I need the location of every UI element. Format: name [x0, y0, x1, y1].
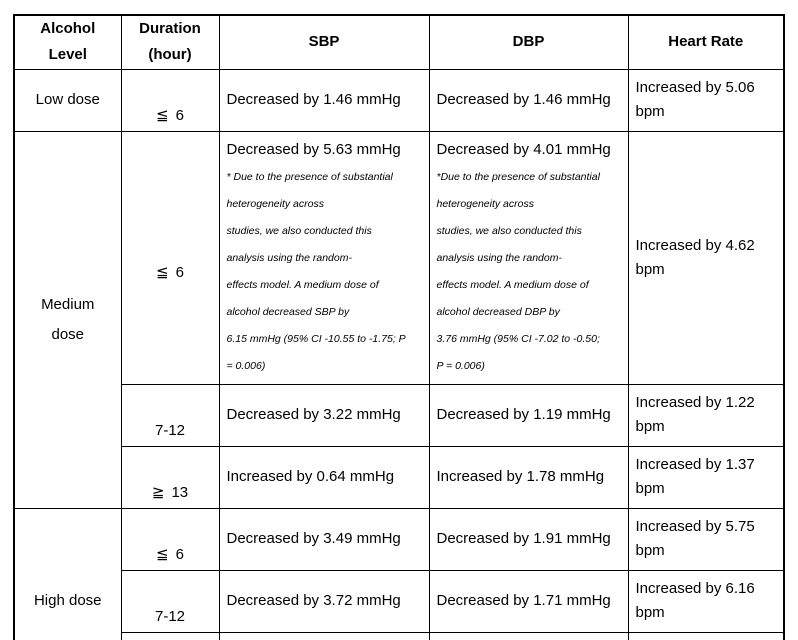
table-row-medium-2: 7-12 Decreased by 3.22 mmHg Decreased by… — [14, 383, 785, 447]
table-row-high-2: 7-12 Decreased by 3.72 mmHg Decreased by… — [14, 569, 785, 633]
cell-low-heart-rate: Increased by 5.06 bpm — [627, 68, 785, 132]
header-row: Alcohol Level Duration (hour) SBP DBP He… — [13, 14, 785, 70]
table-row-medium-3: ≧ 13 Increased by 0.64 mmHg Increased by … — [14, 445, 785, 509]
cell-high-duration-2: 7-12 — [120, 569, 220, 633]
cell-low-dose-label: Low dose — [13, 68, 122, 132]
cell-high-heart-rate-2: Increased by 6.16 bpm — [627, 569, 785, 633]
cell-high-sbp-2: Decreased by 3.72 mmHg — [218, 569, 430, 633]
lte-icon: ≦ — [156, 105, 169, 124]
cell-high-dose-label: High dose — [13, 507, 122, 640]
cell-medium-duration-1: ≦ 6 — [120, 130, 220, 385]
header-duration: Duration (hour) — [120, 14, 220, 70]
sbp-footnote: * Due to the presence of substantial het… — [226, 170, 406, 372]
lte-icon: ≦ — [156, 263, 169, 281]
cell-high-dbp-2: Decreased by 1.71 mmHg — [428, 569, 629, 633]
cell-high-duration-1: ≦ 6 — [120, 507, 220, 571]
header-dbp: DBP — [428, 14, 629, 70]
duration-value: 6 — [175, 106, 184, 124]
cell-high-heart-rate-3: Increased by 2.70 bpm — [627, 631, 785, 640]
duration-value: 7-12 — [154, 421, 186, 439]
cell-medium-sbp-1: Decreased by 5.63 mmHg * Due to the pres… — [218, 130, 430, 385]
duration-value: 7-12 — [154, 607, 186, 625]
cell-medium-dbp-1: Decreased by 4.01 mmHg *Due to the prese… — [428, 130, 629, 385]
cell-medium-dbp-2: Decreased by 1.19 mmHg — [428, 383, 629, 447]
table-row-high-1: High dose ≦ 6 Decreased by 3.49 mmHg Decr… — [13, 507, 785, 640]
table-row-low-dose: Low dose ≦ 6 Decreased by 1.46 mmHg Decre… — [13, 68, 785, 132]
cell-medium-sbp-2: Decreased by 3.22 mmHg — [218, 383, 430, 447]
duration-value: 6 — [175, 264, 184, 281]
cell-medium-dbp-3: Increased by 1.78 mmHg — [428, 445, 629, 509]
lte-icon: ≦ — [156, 544, 169, 563]
cell-medium-heart-rate-3: Increased by 1.37 bpm — [627, 445, 785, 509]
sbp-value: Decreased by 5.63 mmHg — [226, 140, 401, 158]
table-row-high-3: ≧13 Increased by 3.69 mmHg Increased by … — [14, 631, 785, 640]
alcohol-effects-table: Alcohol Level Duration (hour) SBP DBP He… — [13, 14, 785, 640]
cell-medium-dose-label: Medium dose — [13, 130, 122, 509]
duration-value: 13 — [171, 483, 189, 501]
cell-medium-sbp-3: Increased by 0.64 mmHg — [218, 445, 430, 509]
gte-icon: ≧ — [151, 482, 165, 501]
dbp-footnote: *Due to the presence of substantial hete… — [436, 170, 600, 372]
cell-high-duration-3: ≧13 — [120, 631, 220, 640]
cell-low-sbp: Decreased by 1.46 mmHg — [218, 68, 430, 132]
cell-medium-duration-2: 7-12 — [120, 383, 220, 447]
cell-high-dbp-1: Decreased by 1.91 mmHg — [428, 507, 629, 571]
cell-low-duration: ≦ 6 — [120, 68, 220, 132]
header-sbp: SBP — [218, 14, 430, 70]
cell-medium-heart-rate-1: Increased by 4.62 bpm — [627, 130, 785, 385]
cell-high-sbp-1: Decreased by 3.49 mmHg — [218, 507, 430, 571]
cell-low-dbp: Decreased by 1.46 mmHg — [428, 68, 629, 132]
cell-high-sbp-3: Increased by 3.69 mmHg — [218, 631, 430, 640]
cell-high-dbp-3: Increased by 2.37 mmHg — [428, 631, 629, 640]
cell-medium-heart-rate-2: Increased by 1.22 bpm — [627, 383, 785, 447]
header-alcohol-level: Alcohol Level — [13, 14, 122, 70]
dbp-value: Decreased by 4.01 mmHg — [436, 140, 611, 158]
cell-medium-duration-3: ≧ 13 — [120, 445, 220, 509]
duration-value: 6 — [175, 545, 184, 563]
header-heart-rate: Heart Rate — [627, 14, 785, 70]
cell-high-heart-rate-1: Increased by 5.75 bpm — [627, 507, 785, 571]
table-row-medium-1: Medium dose ≦ 6 Decreased by 5.63 mmHg * … — [13, 130, 785, 509]
